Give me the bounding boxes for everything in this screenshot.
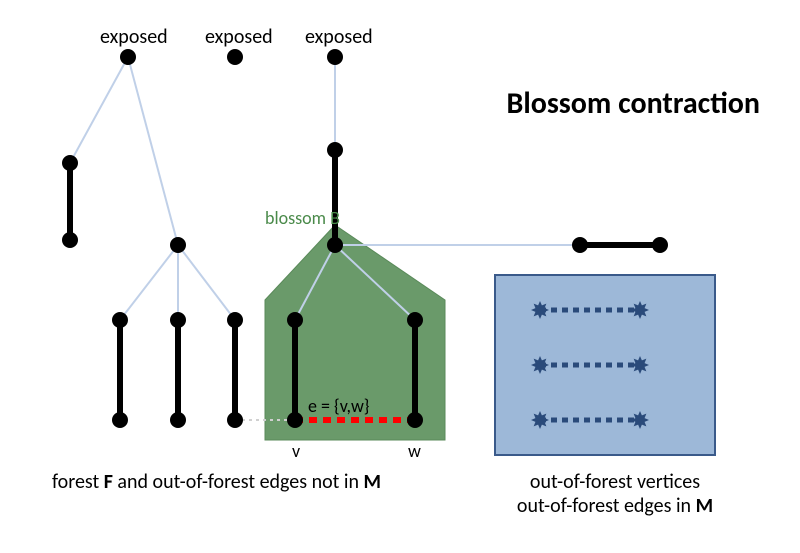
tree-edge — [128, 57, 178, 245]
box-node — [631, 301, 649, 319]
caption-left-text: forest F and out-of-forest edges not in … — [52, 470, 381, 494]
graph-node — [170, 412, 186, 428]
box-node — [631, 356, 649, 374]
graph-node — [170, 237, 186, 253]
graph-node — [652, 237, 668, 253]
w-label: w — [408, 440, 421, 462]
box-node — [531, 301, 549, 319]
graph-node — [227, 49, 243, 65]
graph-node — [407, 312, 423, 328]
exposed-label-1: exposed — [100, 25, 168, 49]
graph-node — [407, 412, 423, 428]
graph-node — [287, 412, 303, 428]
out-of-forest-box — [495, 275, 715, 455]
graph-node — [112, 312, 128, 328]
graph-node — [287, 312, 303, 328]
edge-e-label: e = {v,w} — [308, 395, 369, 417]
box-node — [531, 411, 549, 429]
tree-edge — [70, 57, 128, 163]
caption-left: forest F and out-of-forest edges not in … — [52, 470, 381, 494]
v-label: v — [292, 440, 300, 462]
exposed-label-2: exposed — [205, 25, 273, 49]
caption-right-line-2: out-of-forest edges in M — [500, 494, 730, 518]
graph-node — [227, 312, 243, 328]
graph-node — [120, 49, 136, 65]
exposed-label-3: exposed — [305, 25, 373, 49]
box-node — [531, 356, 549, 374]
graph-node — [227, 412, 243, 428]
title: Blossom contraction — [507, 85, 760, 122]
graph-node — [327, 142, 343, 158]
graph-node — [62, 232, 78, 248]
caption-right-line-1: out-of-forest vertices — [500, 470, 730, 494]
graph-node — [170, 312, 186, 328]
blossom-label: blossom B — [265, 207, 340, 229]
graph-node — [112, 412, 128, 428]
tree-edge — [120, 245, 178, 320]
graph-node — [62, 155, 78, 171]
graph-node — [572, 237, 588, 253]
tree-edge — [178, 245, 235, 320]
caption-right: out-of-forest vertices out-of-forest edg… — [500, 470, 730, 518]
graph-node — [327, 237, 343, 253]
box-node — [631, 411, 649, 429]
graph-node — [327, 49, 343, 65]
